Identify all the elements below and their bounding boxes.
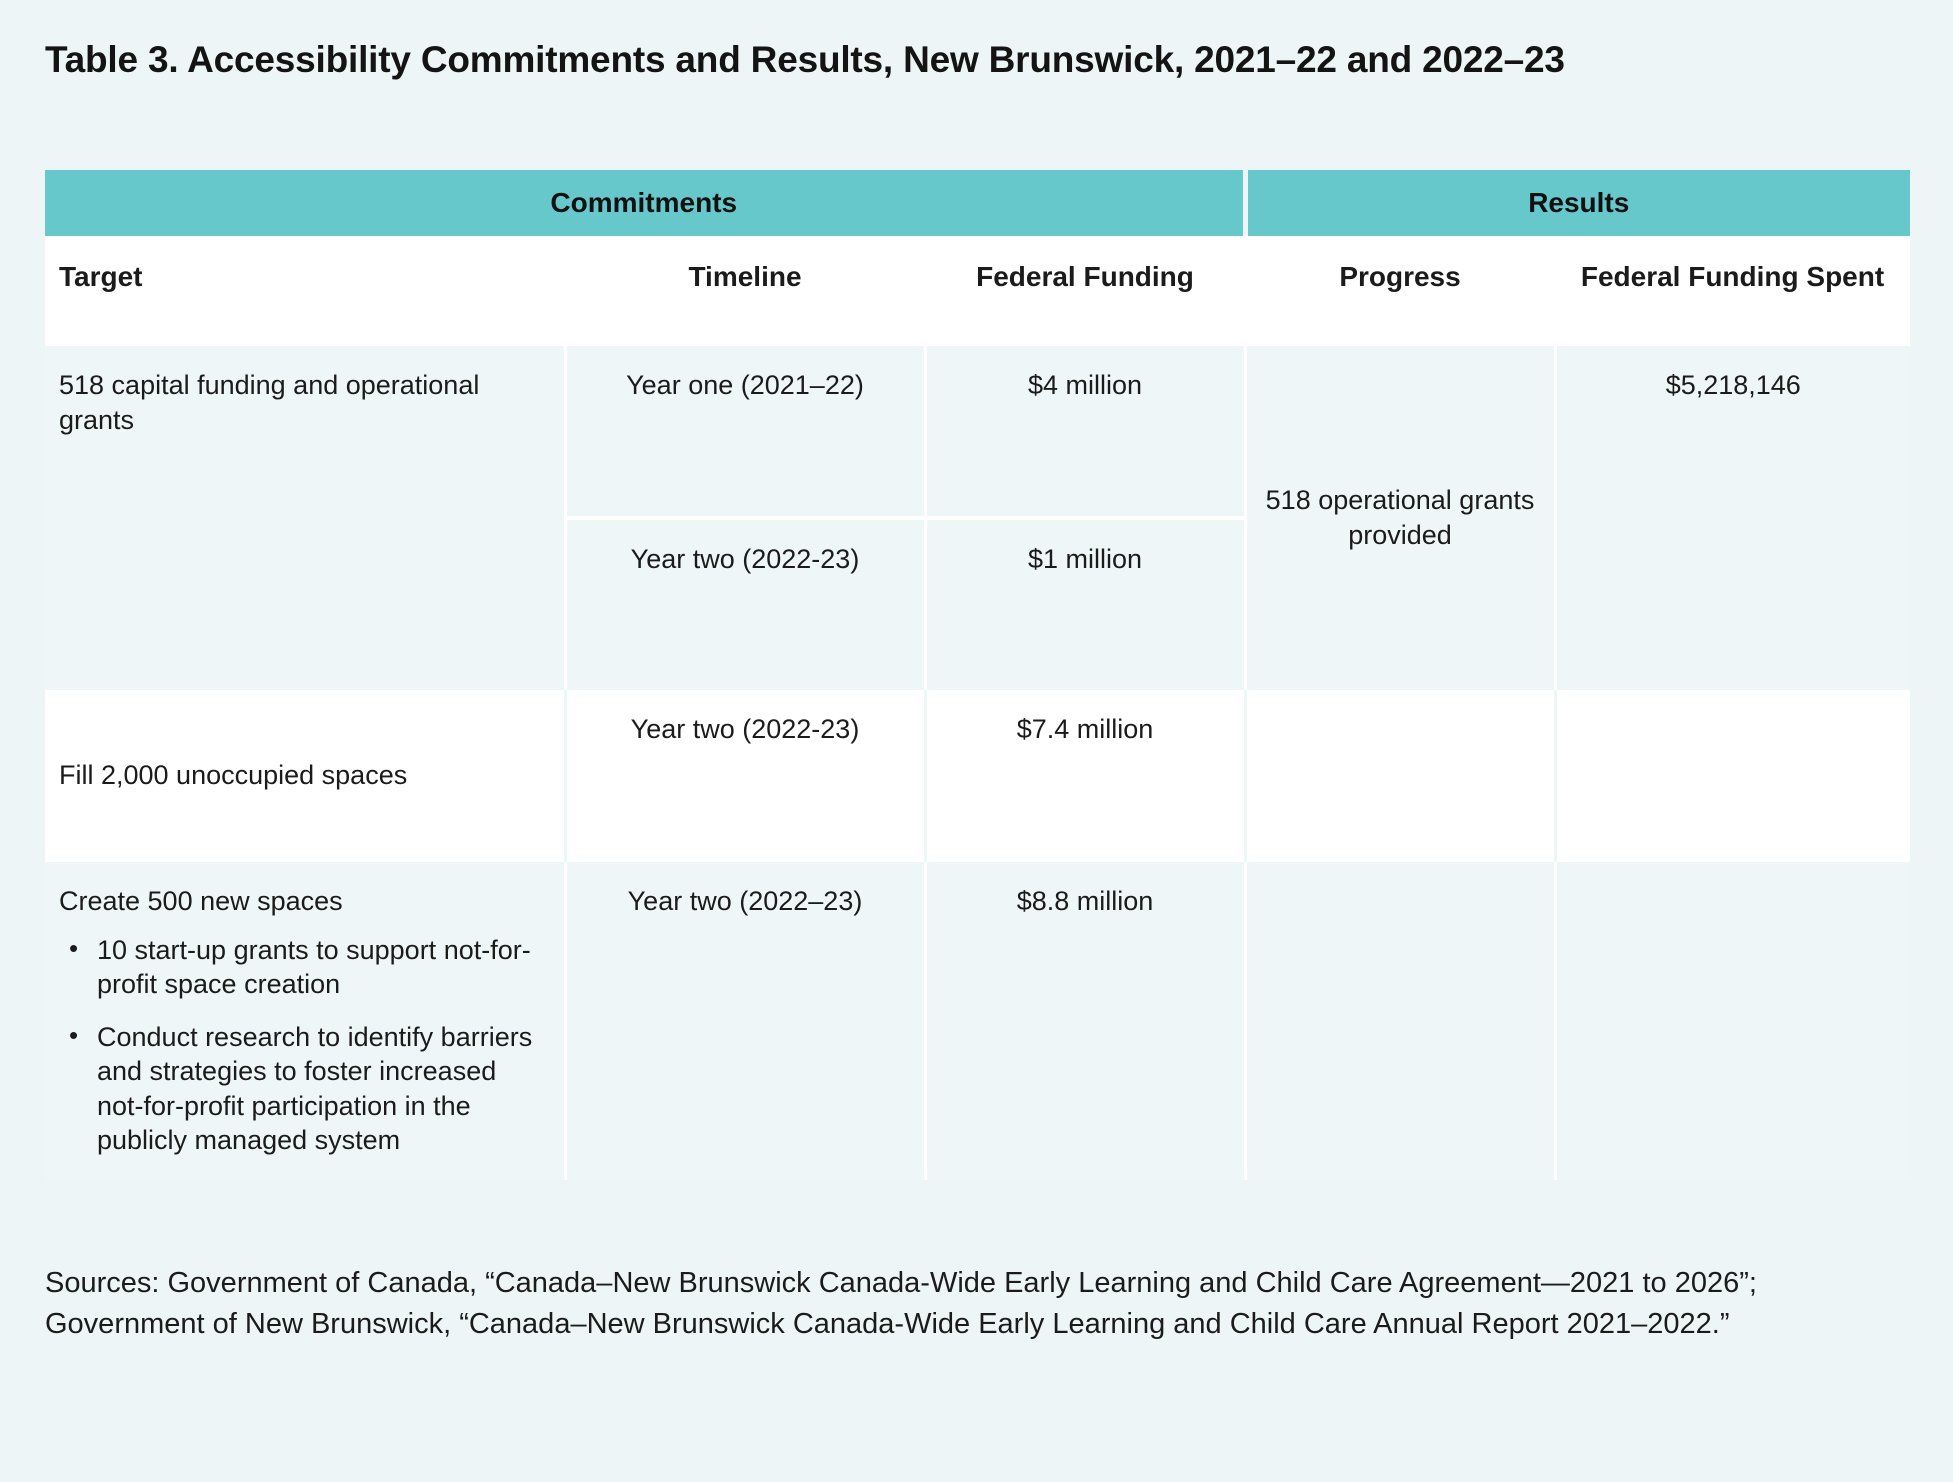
group-header-row: Commitments Results — [45, 170, 1911, 236]
accessibility-commitments-table: Commitments Results Target Timeline Fede… — [45, 170, 1911, 1180]
table-row: Year two (2022-23) $1 million — [45, 515, 1910, 690]
list-item: Conduct research to identify barriers an… — [63, 1019, 550, 1158]
cell-federal-funding-spent: $5,218,146 — [1553, 345, 1911, 690]
cell-timeline: Year one (2021–22) — [563, 345, 925, 518]
table-row: 518 capital funding and operational gran… — [45, 345, 1911, 690]
column-header-timeline: Timeline — [565, 236, 925, 346]
page-title: Table 3. Accessibility Commitments and R… — [45, 39, 1565, 80]
sources-note: Sources: Government of Canada, “Canada–N… — [45, 1267, 1757, 1341]
cell-federal-funding: $4 million — [923, 345, 1246, 518]
cell-timeline: Year two (2022–23) — [563, 861, 925, 1180]
cell-timeline: Year two (2022-23) — [563, 515, 925, 690]
table-row: Fill 2,000 unoccupied spaces Year two (2… — [45, 689, 1911, 862]
column-header-target: Target — [45, 236, 565, 346]
column-header-progress: Progress — [1245, 236, 1556, 346]
cell-federal-funding: $1 million — [923, 515, 1246, 690]
cell-federal-funding-spent — [1553, 689, 1911, 862]
cell-progress — [1243, 689, 1556, 862]
cell-timeline: Year two (2022-23) — [563, 689, 925, 862]
cell-target: 518 capital funding and operational gran… — [45, 345, 565, 690]
list-item: 10 start-up grants to support not-for-pr… — [63, 932, 550, 1002]
cell-target: Create 500 new spaces 10 start-up grants… — [45, 861, 565, 1180]
table-container: Commitments Results Target Timeline Fede… — [45, 170, 1911, 1180]
group-header-commitments: Commitments — [45, 170, 1248, 236]
column-header-federal-funding-spent: Federal Funding Spent — [1555, 236, 1911, 346]
cell-federal-funding-spent — [1553, 861, 1911, 1180]
target-bullet-list: 10 start-up grants to support not-for-pr… — [59, 932, 550, 1158]
cell-progress — [1243, 861, 1556, 1180]
cell-progress: 518 operational grants provided — [1243, 345, 1556, 690]
cell-target: Fill 2,000 unoccupied spaces — [45, 689, 565, 862]
cell-target-heading: Create 500 new spaces — [59, 885, 343, 916]
column-header-federal-funding: Federal Funding — [925, 236, 1246, 346]
table-row: Create 500 new spaces 10 start-up grants… — [45, 861, 1911, 1180]
column-header-row: Target Timeline Federal Funding Progress… — [45, 236, 1911, 346]
group-header-results: Results — [1245, 170, 1911, 236]
cell-federal-funding: $8.8 million — [923, 861, 1246, 1180]
cell-federal-funding: $7.4 million — [923, 689, 1246, 862]
